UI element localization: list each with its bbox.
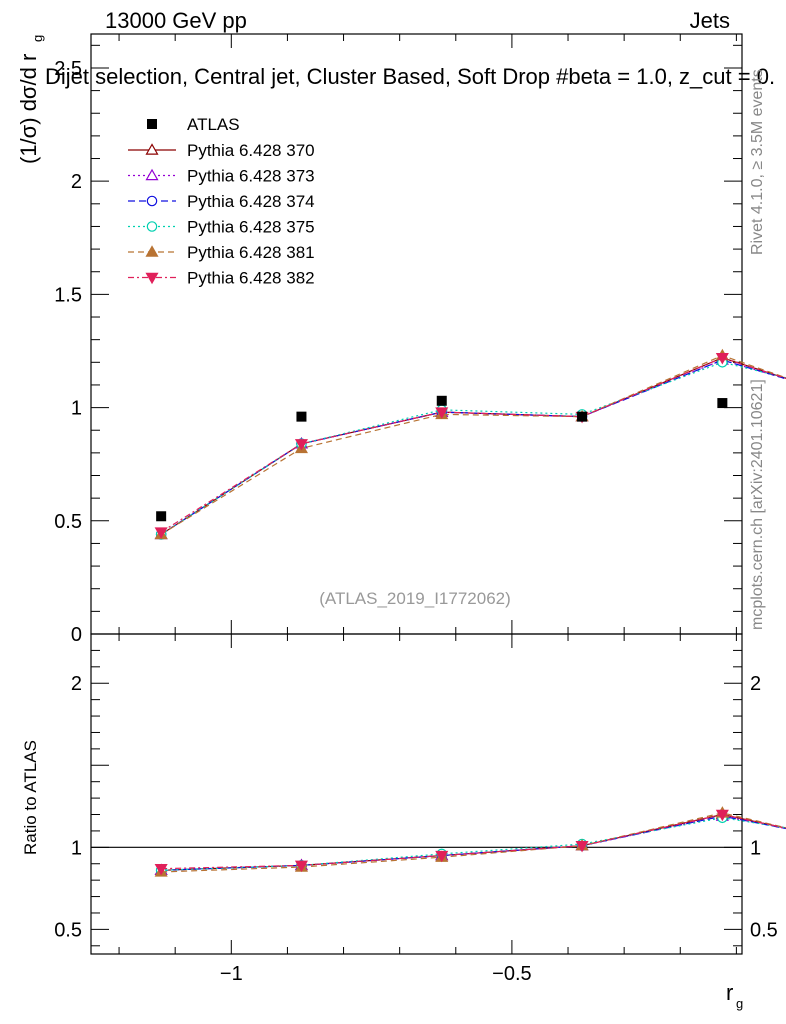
ratio-y-tick-label-left: 2	[71, 673, 82, 695]
legend-label: Pythia 6.428 381	[187, 243, 315, 262]
x-tick-label: −0.5	[492, 963, 531, 985]
main-series-line	[160, 357, 786, 533]
main-series-line	[160, 354, 786, 535]
ratio-series-point	[715, 809, 729, 822]
main-series-line	[160, 357, 786, 535]
ratio-series-point	[294, 860, 308, 873]
ratio-y-tick-label-right: 2	[750, 673, 761, 695]
main-y-axis-title-subscript: g	[30, 35, 45, 42]
ratio-series-line	[161, 812, 786, 873]
main-y-axis-title: (1/σ) dσ/d r	[16, 54, 41, 164]
ratio-y-tick-label-right: 1	[750, 837, 761, 859]
plot-subtitle: Dijet selection, Central jet, Cluster Ba…	[45, 64, 775, 89]
rivet-version-label: Rivet 4.1.0, ≥ 3.5M events	[749, 69, 766, 255]
mcplots-label: mcplots.cern.ch [arXiv:2401.10621]	[749, 379, 766, 630]
main-y-tick-label: 0	[71, 624, 82, 646]
atlas-data-point	[296, 411, 307, 422]
legend-label: Pythia 6.428 370	[187, 141, 315, 160]
main-y-tick-label: 1.5	[54, 284, 82, 306]
ratio-series-line	[161, 813, 786, 870]
legend-marker	[145, 143, 159, 155]
legend-label: Pythia 6.428 374	[187, 192, 315, 211]
main-y-tick-label: 0.5	[54, 511, 82, 533]
main-y-tick-label: 2.5	[54, 58, 82, 80]
legend-marker	[146, 195, 158, 207]
legend-label: Pythia 6.428 382	[187, 269, 315, 288]
x-tick-label: −1	[220, 963, 243, 985]
ratio-series-point	[435, 850, 449, 863]
main-series-line	[160, 361, 786, 535]
atlas-data-point	[577, 411, 588, 422]
atlas-data-point	[436, 395, 447, 406]
x-axis-title: r	[726, 980, 733, 1005]
main-series-point	[715, 353, 729, 365]
legend-marker	[145, 168, 159, 181]
legend-atlas-marker	[147, 119, 157, 129]
ratio-series-point	[575, 840, 589, 853]
main-series-line	[160, 359, 786, 535]
atlas-data-point	[717, 398, 728, 409]
legend-label-atlas: ATLAS	[187, 115, 240, 134]
ratio-plot-frame	[90, 633, 743, 955]
legend-label: Pythia 6.428 375	[187, 218, 315, 237]
main-series-point	[435, 407, 449, 419]
main-y-tick-label: 1	[71, 398, 82, 420]
legend-marker	[145, 272, 159, 285]
main-series-line	[160, 359, 786, 535]
ratio-series-line	[161, 817, 786, 871]
ratio-y-tick-label-left: 1	[71, 837, 82, 859]
ratio-series-line	[161, 815, 786, 871]
legend-label: Pythia 6.428 373	[187, 167, 315, 186]
atlas-data-point	[156, 511, 167, 522]
legend-marker	[145, 245, 159, 257]
jets-label: Jets	[690, 8, 730, 33]
main-y-tick-label: 2	[71, 171, 82, 193]
main-series-point	[154, 527, 168, 539]
ratio-y-tick-label-right: 0.5	[750, 919, 778, 941]
ratio-y-tick-label-left: 0.5	[54, 919, 82, 941]
ratio-series-point	[154, 863, 168, 876]
x-axis-title-subscript: g	[736, 996, 743, 1011]
legend-marker	[146, 221, 158, 232]
ratio-series-line	[161, 815, 786, 871]
energy-label: 13000 GeV pp	[105, 8, 247, 33]
ratio-y-axis-title: Ratio to ATLAS	[21, 740, 40, 855]
main-series-point	[294, 439, 308, 451]
analysis-watermark: (ATLAS_2019_I1772062)	[319, 589, 511, 608]
